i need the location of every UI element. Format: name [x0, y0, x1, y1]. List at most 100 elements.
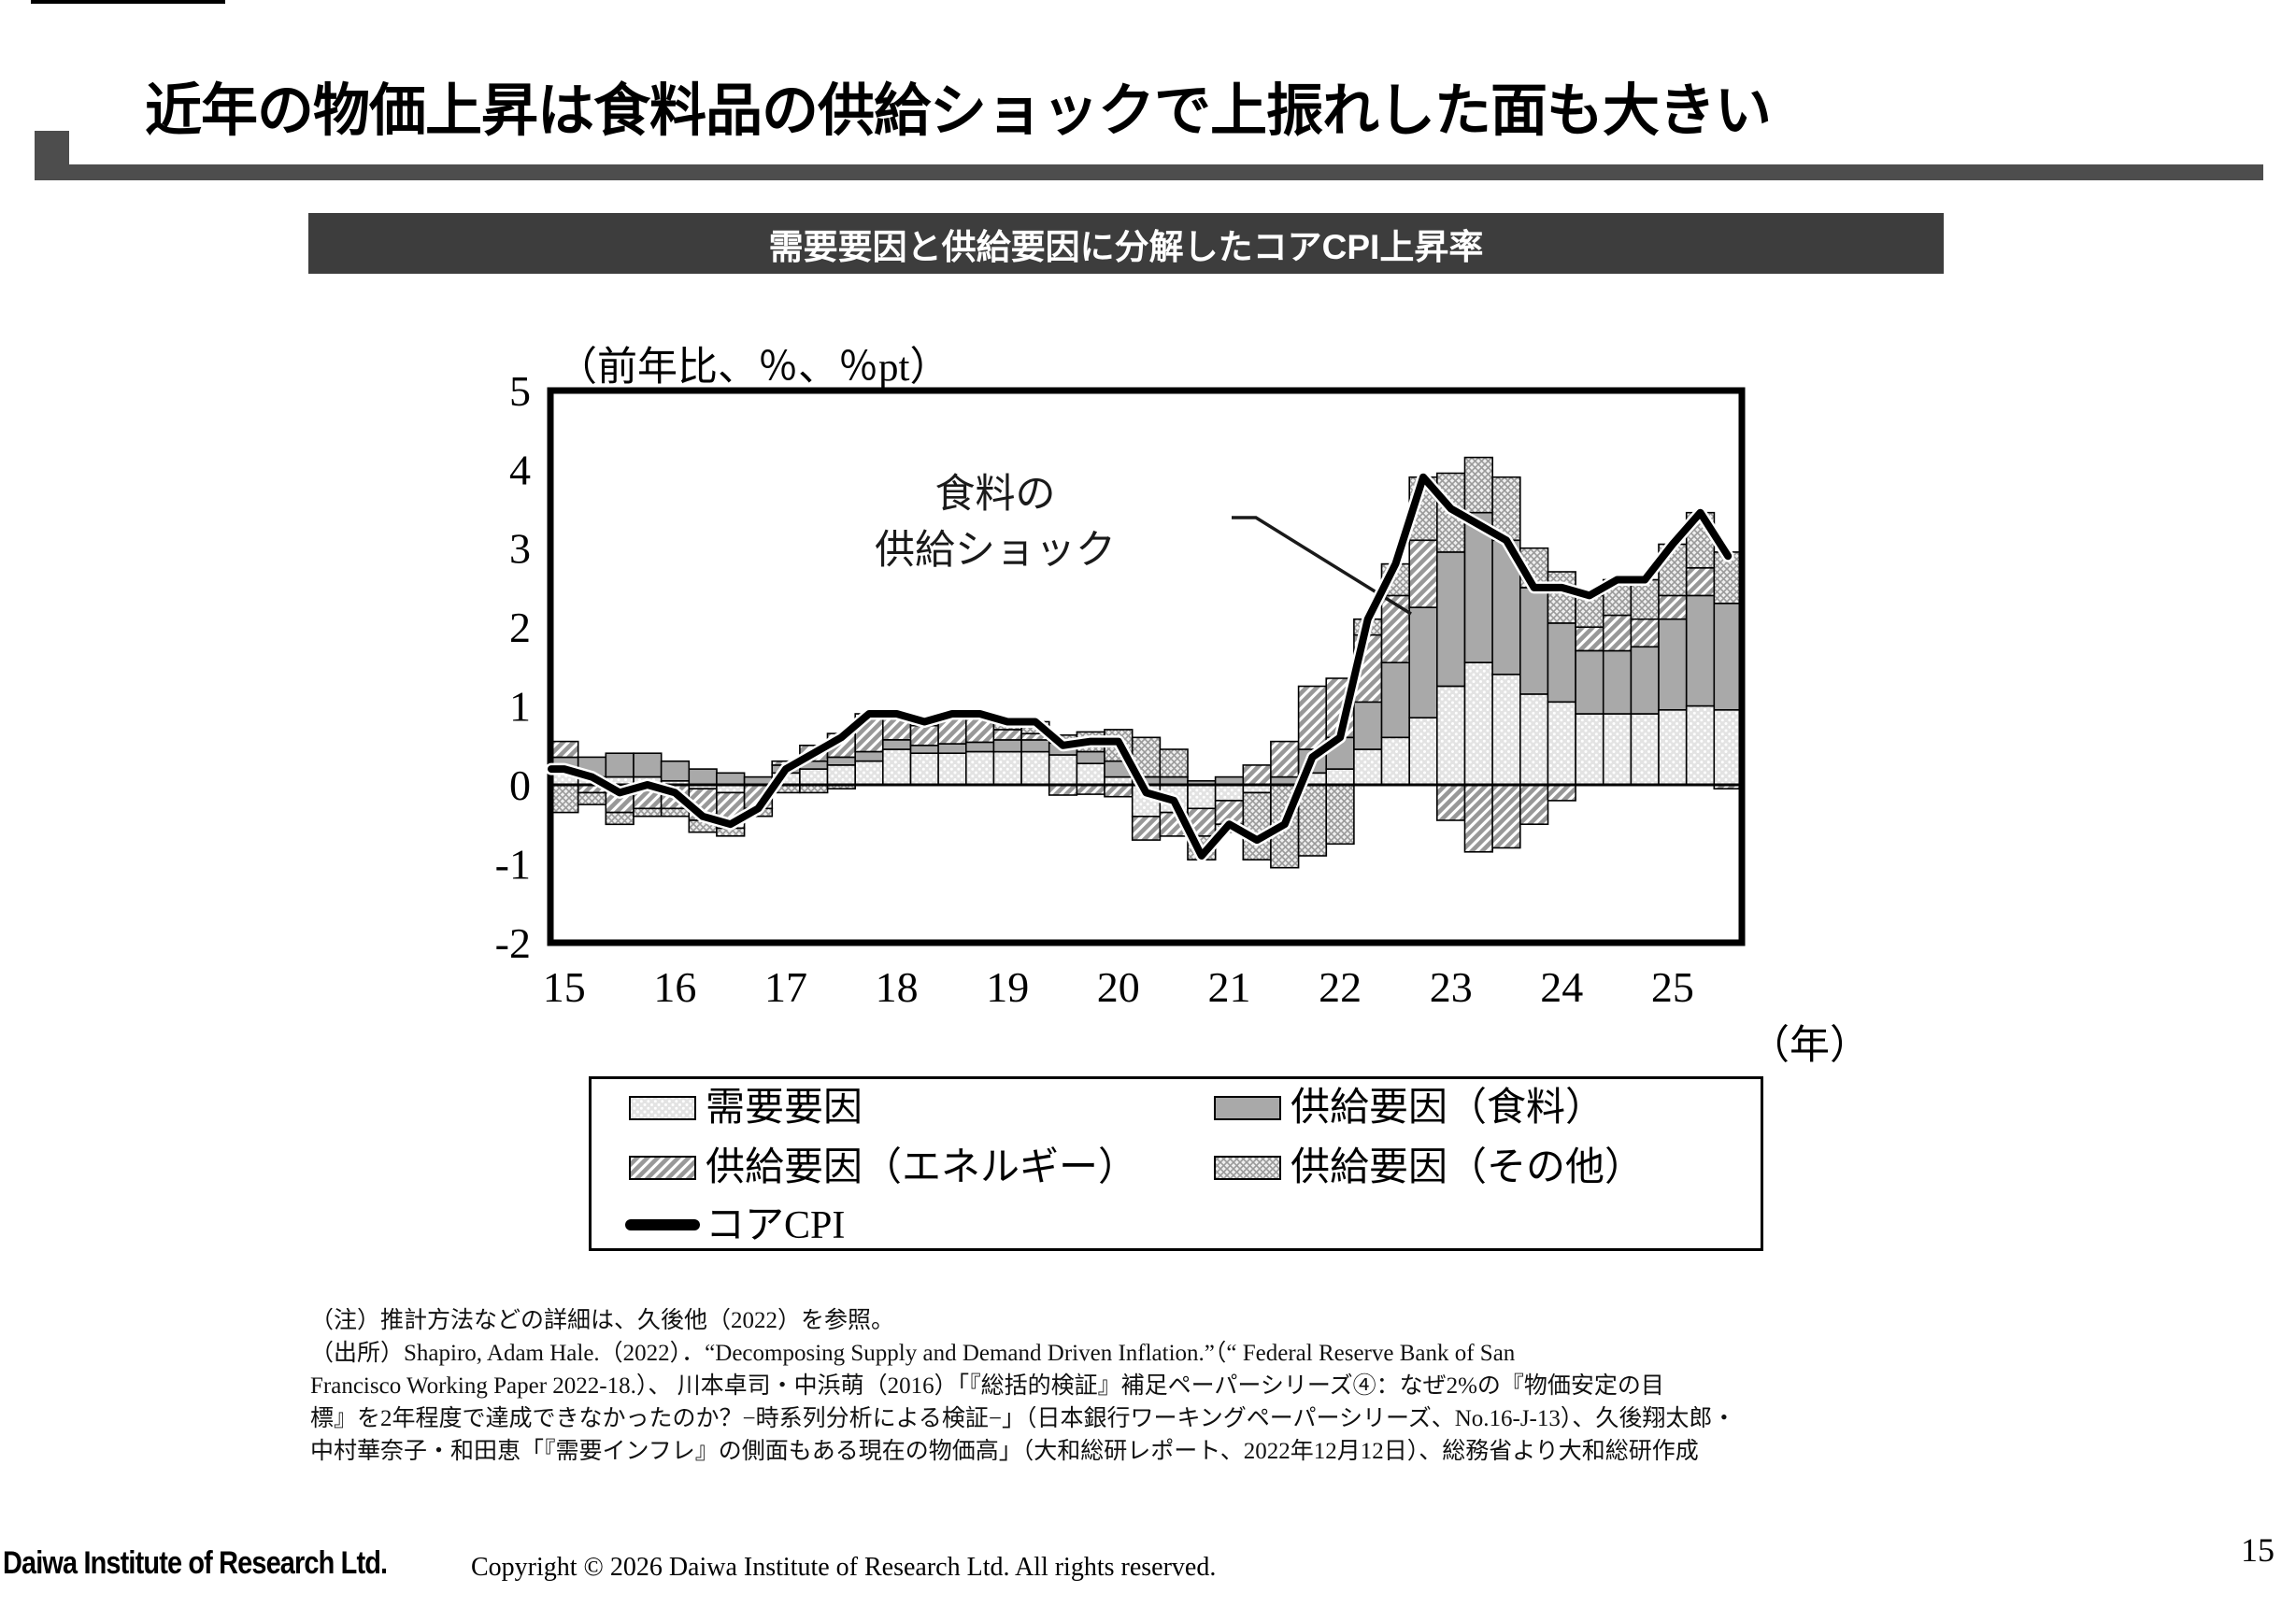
bar-segment-demand [1020, 750, 1050, 786]
company-logo: Daiwa Institute of Research Ltd. [3, 1545, 388, 1581]
bar-segment-food [881, 739, 912, 750]
bar-segment-energy [1242, 764, 1272, 786]
y-tick-label: 5 [509, 367, 531, 415]
y-tick-label: -1 [495, 840, 531, 888]
bar-segment-demand [854, 760, 884, 786]
bar-segment-demand [1685, 704, 1716, 786]
core-cpi-line [548, 473, 1733, 860]
bar-segment-food [1547, 622, 1576, 704]
bar-segment-energy [1104, 784, 1134, 798]
legend-label-other: 供給要因（その他） [1291, 1146, 1645, 1189]
bar-segment-energy [1602, 614, 1633, 652]
bar-segment-food [937, 743, 967, 754]
bar-segment-energy [1519, 784, 1549, 826]
bar-segment-other [1325, 784, 1355, 846]
bar-segment-energy [1575, 626, 1604, 652]
bar-segment-food [1020, 739, 1050, 753]
bar-segment-energy [1630, 618, 1660, 648]
chart-title-bar: 需要要因と供給要因に分解したコアCPI上昇率 [308, 213, 1944, 274]
bar-segment-food [1408, 606, 1438, 718]
bar-segment-demand [1380, 736, 1411, 786]
legend-swatch-food [1214, 1096, 1281, 1120]
y-tick-label: 3 [509, 525, 531, 573]
bar-segment-food [1380, 661, 1411, 739]
x-tick-label: 19 [986, 963, 1029, 1011]
legend-swatch-core-cpi-line [625, 1219, 700, 1230]
annotation-food-supply-shock: 食料の 供給ショック [799, 467, 1191, 579]
bar-segment-energy [909, 724, 940, 747]
bar-segment-energy [1076, 784, 1105, 795]
title-deco-square [35, 131, 69, 164]
legend-label-energy: 供給要因（エネルギー） [706, 1146, 1138, 1189]
bar-segment-demand [1214, 784, 1245, 802]
bar-segment-demand [799, 768, 829, 786]
bar-segment-demand [1519, 693, 1549, 786]
bar-segment-food [633, 752, 663, 778]
bar-segment-energy [1048, 784, 1078, 796]
annotation-line-1: 食料の [934, 473, 1056, 517]
note-line: 中村華奈子・和田恵「『需要インフレ』の側面もある現在の物価高」（大和総研レポート… [310, 1439, 1699, 1464]
bar-segment-food [1519, 587, 1549, 695]
bar-segment-other [660, 807, 691, 818]
bar-segment-food [1575, 649, 1604, 715]
chart-title: 需要要因と供給要因に分解したコアCPI上昇率 [768, 227, 1484, 266]
legend-label-demand: 需要要因 [706, 1087, 863, 1130]
bar-segment-demand [1575, 713, 1604, 786]
bar-segment-demand [1325, 768, 1355, 786]
bar-segment-demand [1408, 717, 1438, 786]
bar-segment-food [854, 750, 884, 762]
x-tick-label: 15 [543, 963, 586, 1011]
bar-segment-demand [1713, 708, 1743, 786]
y-tick-label: 2 [509, 604, 531, 651]
bar-segment-other [1463, 456, 1494, 514]
legend-label-core-cpi: コアCPI [706, 1204, 846, 1247]
y-tick-label: 4 [509, 446, 531, 493]
bar-segment-demand [1547, 701, 1576, 786]
bar-segment-energy [992, 729, 1022, 741]
bar-segment-energy [1270, 740, 1300, 778]
bar-segment-other [605, 811, 635, 826]
bar-segment-demand [1463, 661, 1494, 786]
note-line: （注）推計方法などの詳細は、久後他（2022）を参照。 [310, 1308, 895, 1333]
bar-segment-demand [1076, 762, 1105, 786]
bar-segment-food [1463, 511, 1494, 663]
bar-segment-demand [1602, 713, 1633, 786]
bar-segment-food [992, 739, 1022, 753]
bar-segment-demand [909, 752, 940, 786]
bar-segment-demand [1048, 754, 1078, 786]
chart-legend: 需要要因 供給要因（食料） 供給要因（エネルギー） 供給要因（その他） コアCP… [589, 1076, 1763, 1251]
y-axis-unit-label: （前年比、％、％pt） [557, 346, 950, 390]
bar-segment-demand [1491, 673, 1521, 786]
bar-segment-other [1242, 791, 1272, 861]
bar-segment-food [1713, 602, 1743, 711]
bar-segment-demand [937, 752, 967, 786]
plot-frame [547, 387, 1746, 946]
legend-label-food: 供給要因（食料） [1291, 1087, 1605, 1130]
y-tick-label: 0 [509, 761, 531, 809]
bar-segment-other [549, 784, 579, 814]
bar-segment-demand [992, 750, 1022, 786]
note-line: （出所）Shapiro, Adam Hale.（2022）．“Decomposi… [310, 1341, 1516, 1366]
legend-swatch-energy [629, 1156, 696, 1180]
slide-title: 近年の物価上昇は食料品の供給ショックで上振れした面も大きい [145, 78, 1772, 142]
bar-segment-food [1436, 551, 1466, 688]
bar-segment-energy [1463, 784, 1494, 853]
bar-segment-food [1353, 701, 1383, 750]
bar-segment-demand [826, 764, 857, 786]
bar-segment-energy [1436, 784, 1466, 821]
bar-segment-energy [1131, 815, 1162, 841]
bar-segment-energy [1685, 566, 1716, 597]
bar-segment-energy [1491, 784, 1521, 849]
bar-segment-food [965, 741, 995, 753]
x-tick-label: 25 [1651, 963, 1694, 1011]
legend-swatch-other [1214, 1156, 1281, 1180]
x-tick-label: 21 [1208, 963, 1251, 1011]
bar-segment-energy [1547, 784, 1576, 802]
bar-segment-food [1685, 594, 1716, 707]
bar-segment-food [688, 768, 718, 786]
bar-segment-demand [1436, 685, 1466, 786]
x-tick-label: 16 [653, 963, 696, 1011]
bar-segment-other [577, 791, 607, 805]
source-notes: （注）推計方法などの詳細は、久後他（2022）を参照。 （出所）Shapiro,… [310, 1304, 1974, 1468]
